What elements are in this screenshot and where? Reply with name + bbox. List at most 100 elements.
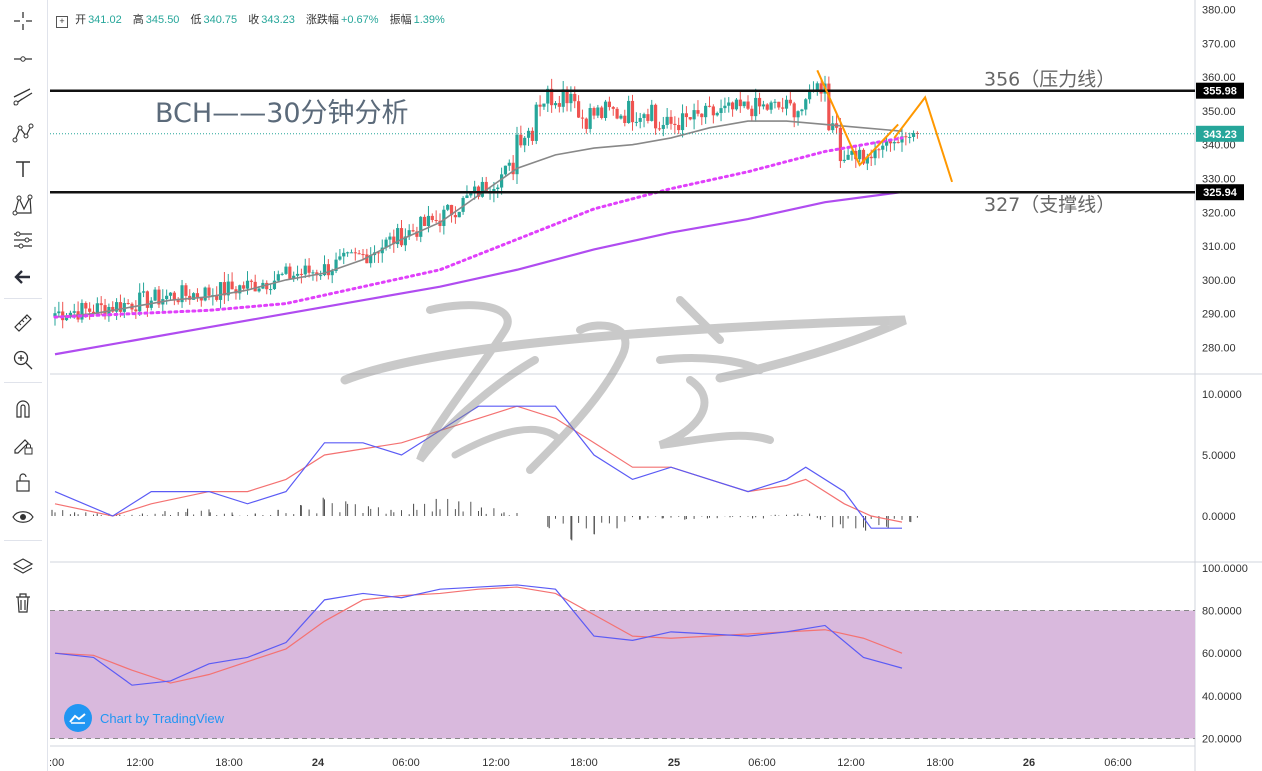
candle-body: [557, 103, 561, 107]
candle-body: [484, 181, 488, 193]
candle-body: [796, 111, 800, 118]
candle-body: [804, 99, 808, 110]
legend-toggle-icon[interactable]: +: [56, 16, 68, 28]
candle-body: [376, 252, 380, 254]
time-tick-label: 12:00: [482, 757, 510, 769]
legend-low-label: 低: [190, 14, 202, 26]
line-tool-icon[interactable]: [8, 44, 38, 74]
candle-body: [519, 134, 523, 146]
candle-body: [238, 285, 242, 294]
candle-body: [207, 287, 211, 296]
ruler-icon[interactable]: [8, 308, 38, 338]
candle-body: [908, 136, 912, 138]
candle-body: [858, 149, 862, 160]
candle-body: [511, 162, 515, 175]
candle-body: [827, 83, 831, 131]
time-tick-label: 06:00: [1104, 757, 1132, 769]
candle-body: [788, 99, 792, 104]
candle-body: [138, 292, 142, 312]
time-tick-label: 18:00: [926, 757, 954, 769]
rsi-tick-label: 100.0000: [1202, 563, 1248, 575]
xabcd-icon[interactable]: [8, 190, 38, 220]
candle-body: [750, 108, 754, 117]
candle-body: [384, 239, 388, 248]
candle-body: [257, 288, 261, 292]
legend-change-label: 涨跌幅: [305, 14, 339, 26]
toolbar-divider: [4, 382, 42, 383]
candle-body: [654, 104, 658, 129]
candle-body: [269, 289, 273, 291]
grid: [50, 0, 1262, 771]
multi-line-icon[interactable]: [8, 82, 38, 112]
time-tick-label: 06:00: [392, 757, 420, 769]
pattern-icon[interactable]: [8, 118, 38, 148]
candle-body: [226, 281, 230, 296]
level-price-tag-text: 355.98: [1203, 86, 1237, 98]
candle-body: [503, 165, 508, 175]
candle-body: [819, 83, 823, 94]
candle-body: [680, 113, 685, 131]
candle-body: [792, 103, 796, 118]
macd-panel: [51, 405, 918, 541]
candle-body: [342, 252, 346, 257]
candle-body: [338, 256, 342, 260]
candle-body: [465, 195, 469, 198]
candle-body: [388, 236, 392, 240]
candle-body: [473, 186, 477, 194]
candle-body: [319, 275, 323, 277]
candle-body: [661, 124, 665, 129]
signature-watermark: [340, 296, 907, 474]
legend-high-label: 高: [132, 14, 144, 26]
candle-body: [253, 281, 257, 292]
price-panel: BCH——30分钟分析 356（压力线） 327（支撑线）: [50, 69, 1195, 356]
candle-body: [438, 220, 442, 226]
resistance-label: 356（压力线）: [984, 69, 1115, 91]
candle-body: [781, 107, 785, 109]
candle-body: [500, 174, 504, 188]
layers-icon[interactable]: [8, 552, 38, 582]
candle-body: [831, 123, 835, 131]
candle-body: [550, 88, 554, 106]
rsi-tick-label: 20.0000: [1202, 734, 1242, 746]
toolbar-divider: [4, 298, 42, 299]
candle-body: [430, 215, 434, 220]
trash-icon[interactable]: [8, 588, 38, 618]
tradingview-badge[interactable]: Chart by TradingView: [64, 704, 224, 732]
macd-tick-label: 5.0000: [1202, 450, 1236, 462]
magnet-icon[interactable]: [8, 394, 38, 424]
axes: 380.00 370.00 360.00 350.00 340.00 330.00 320.…: [49, 5, 1248, 770]
candle-body: [64, 317, 69, 321]
rsi-band-zone: [50, 610, 1195, 739]
candle-body: [573, 93, 577, 102]
legend-open-label: 开: [75, 14, 87, 26]
back-arrow-icon[interactable]: [8, 262, 38, 292]
candle-body: [523, 137, 527, 146]
lock-draw-icon[interactable]: [8, 430, 38, 460]
candle-body: [403, 236, 407, 246]
unlock-icon[interactable]: [8, 467, 38, 497]
fib-icon[interactable]: [8, 226, 38, 256]
candle-body: [442, 209, 446, 226]
price-tick-label: 320.00: [1202, 207, 1236, 219]
candle-body: [480, 181, 484, 197]
candle-body: [365, 254, 369, 264]
candle-body: [99, 303, 103, 306]
candle-body: [892, 142, 896, 144]
zoom-icon[interactable]: [8, 345, 38, 375]
candle-body: [888, 141, 893, 144]
eye-icon[interactable]: [8, 502, 38, 532]
candle-body: [292, 275, 296, 279]
candle-body: [627, 100, 631, 124]
text-icon[interactable]: [8, 154, 38, 184]
candle-body: [230, 281, 234, 290]
candle-body: [607, 101, 611, 108]
candle-body: [715, 112, 719, 116]
macd-signal-line: [54, 405, 903, 523]
legend-close-value: 343.23: [261, 14, 295, 26]
candle-body: [692, 110, 696, 120]
candle-body: [222, 282, 226, 296]
candle-body: [272, 280, 277, 290]
crosshair-icon[interactable]: [8, 6, 38, 36]
candle-body: [885, 141, 889, 146]
